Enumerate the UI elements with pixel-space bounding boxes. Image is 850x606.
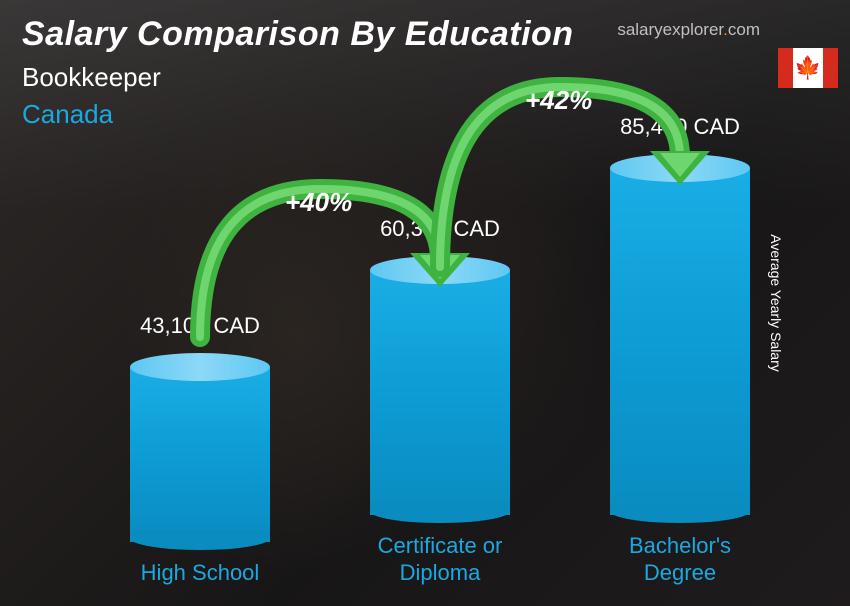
content: Salary Comparison By Education Bookkeepe… bbox=[0, 0, 850, 606]
chart-title: Salary Comparison By Education bbox=[22, 15, 574, 54]
canada-flag-icon: 🍁 bbox=[778, 48, 838, 88]
brand-suffix: com bbox=[728, 20, 760, 39]
chart-subtitle: Bookkeeper bbox=[22, 62, 574, 93]
increase-arc bbox=[50, 106, 850, 586]
brand-watermark: salaryexplorer.com bbox=[617, 20, 760, 40]
flag-stripe-left bbox=[778, 48, 793, 88]
flag-center: 🍁 bbox=[793, 48, 823, 88]
maple-leaf-icon: 🍁 bbox=[794, 57, 821, 79]
bar-chart: 43,100 CADHigh School60,300 CADCertifica… bbox=[50, 106, 800, 586]
percent-increase-label: +42% bbox=[525, 85, 592, 116]
flag-stripe-right bbox=[823, 48, 838, 88]
brand-prefix: salaryexplorer bbox=[617, 20, 723, 39]
